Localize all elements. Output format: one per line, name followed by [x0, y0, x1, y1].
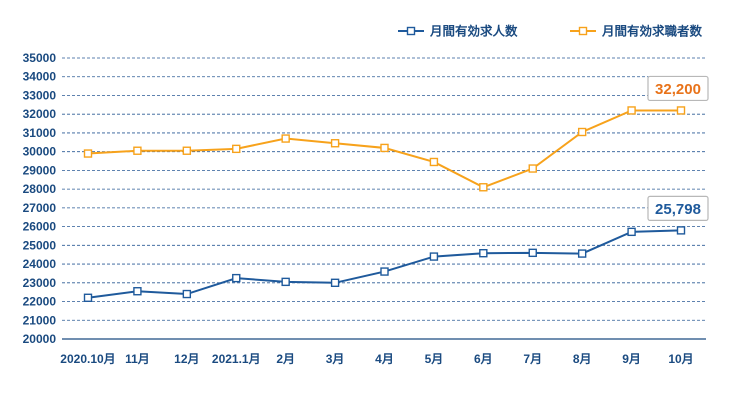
x-tick-label: 3月: [326, 352, 345, 366]
y-tick-label: 20000: [23, 332, 57, 346]
x-tick-label: 12月: [174, 352, 199, 366]
grid-lines: [62, 57, 706, 340]
series-1-point-12: [676, 106, 686, 115]
series-1-point-9: [528, 164, 537, 173]
y-tick-label: 35000: [23, 51, 57, 65]
x-tick-label: 9月: [622, 352, 641, 366]
series-1-point-7: [429, 157, 439, 167]
series-0-point-2: [182, 289, 192, 299]
series-0-point-9: [528, 248, 537, 258]
x-tick-label: 4月: [375, 352, 394, 366]
series-0-point-11: [627, 227, 636, 237]
series-1-point-0: [83, 149, 93, 158]
x-tick-label: 11月: [125, 352, 150, 366]
y-tick-label: 30000: [23, 145, 57, 159]
y-tick-label: 27000: [23, 201, 57, 215]
y-tick-label: 21000: [23, 313, 57, 327]
x-tick-label: 7月: [523, 352, 542, 366]
x-tick-label: 10月: [668, 352, 693, 366]
x-tick-label: 5月: [425, 352, 444, 366]
series-0-point-6: [380, 267, 389, 276]
callout-value-0: 25,798: [655, 201, 701, 218]
series-1-point-1: [133, 146, 142, 155]
series-0-point-1: [133, 287, 142, 296]
x-tick-label: 2021.1月: [212, 352, 261, 366]
legend: 月間有効求人数 月間有効求職者数: [398, 24, 703, 39]
series-0-point-0: [83, 293, 93, 302]
callout-value-1: 32,200: [655, 81, 701, 98]
y-tick-label: 33000: [23, 88, 57, 102]
y-tick-label: 31000: [23, 126, 57, 140]
callouts: 25,798 32,200: [647, 75, 709, 221]
y-tick-label: 29000: [23, 163, 57, 177]
series-1-point-10: [577, 127, 587, 137]
series-0-point-10: [577, 249, 587, 258]
x-tick-label: 6月: [474, 352, 493, 366]
series-1-point-2: [182, 146, 192, 155]
callout-box-0: [647, 195, 709, 221]
callout-box-1: [647, 75, 709, 102]
legend-label-0: 月間有効求人数: [429, 24, 518, 39]
y-tick-label: 24000: [23, 257, 57, 271]
y-tick-label: 32000: [23, 107, 57, 121]
y-tick-label: 28000: [23, 182, 57, 196]
series-0-point-7: [429, 252, 439, 261]
y-tick-label: 22000: [23, 295, 57, 309]
series-1-point-5: [330, 139, 340, 148]
x-tick-label: 2020.10月: [60, 352, 115, 366]
legend-marker-1: [578, 26, 588, 36]
x-tick-label: 8月: [573, 352, 592, 366]
x-tick-label: 2月: [276, 352, 295, 366]
series-0-point-8: [479, 249, 488, 258]
series-0-point-12: [676, 226, 686, 235]
y-tick-label: 23000: [23, 276, 57, 290]
series-0-point-3: [232, 273, 241, 283]
y-tick-label: 25000: [23, 238, 57, 252]
series-0-point-4: [281, 277, 290, 287]
y-axis-ticks: 20000 21000 22000 23000 24000 25000 26000 27000…: [23, 51, 57, 346]
series-1-point-8: [479, 183, 488, 192]
legend-label-1: 月間有効求職者数: [601, 24, 703, 39]
series-0-point-5: [330, 278, 340, 287]
x-axis-ticks: 2020.10月 11月 12月 2021.1月 2月 3月 4月 5月 6月 7月 8月 9月 10月: [60, 352, 693, 366]
y-tick-label: 26000: [23, 220, 57, 234]
series-1-point-3: [232, 144, 241, 154]
y-tick-label: 34000: [23, 70, 57, 84]
series-group: [83, 106, 686, 302]
legend-marker-0: [406, 26, 416, 36]
series-1-point-6: [380, 143, 389, 153]
series-1-point-11: [627, 106, 636, 115]
series-1-point-4: [281, 134, 290, 143]
